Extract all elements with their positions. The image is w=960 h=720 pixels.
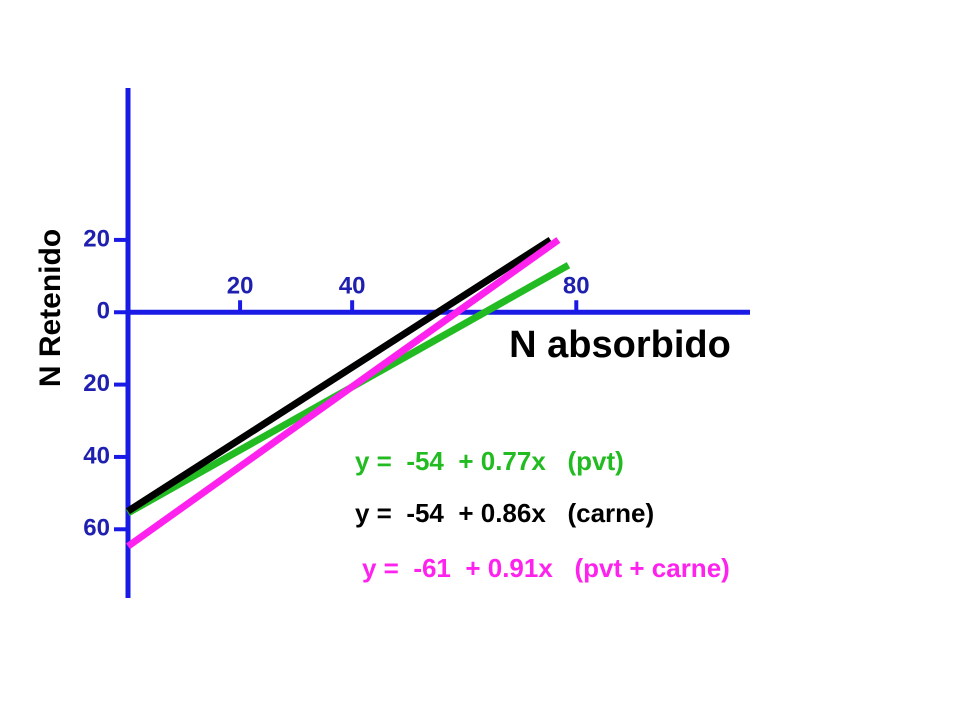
y-axis-label: N Retenido (34, 229, 67, 387)
legend-entry: y = -54 + 0.86x (carne) (355, 498, 654, 528)
y-tick-label: 20 (83, 370, 110, 397)
x-tick-label: 80 (563, 273, 590, 300)
legend-entry: y = -61 + 0.91x (pvt + carne) (362, 553, 730, 583)
y-tick-label: 40 (83, 442, 110, 469)
y-tick-label: 20 (83, 225, 110, 252)
line (126, 236, 553, 515)
x-tick-label: 40 (339, 273, 366, 300)
x-tick-label: 20 (227, 273, 254, 300)
line (125, 237, 561, 550)
y-tick-label: 60 (83, 515, 110, 542)
legend-entry: y = -54 + 0.77x (pvt) (355, 446, 624, 476)
x-axis-label: N absorbido (509, 324, 731, 366)
y-tick-label: 0 (97, 298, 110, 325)
